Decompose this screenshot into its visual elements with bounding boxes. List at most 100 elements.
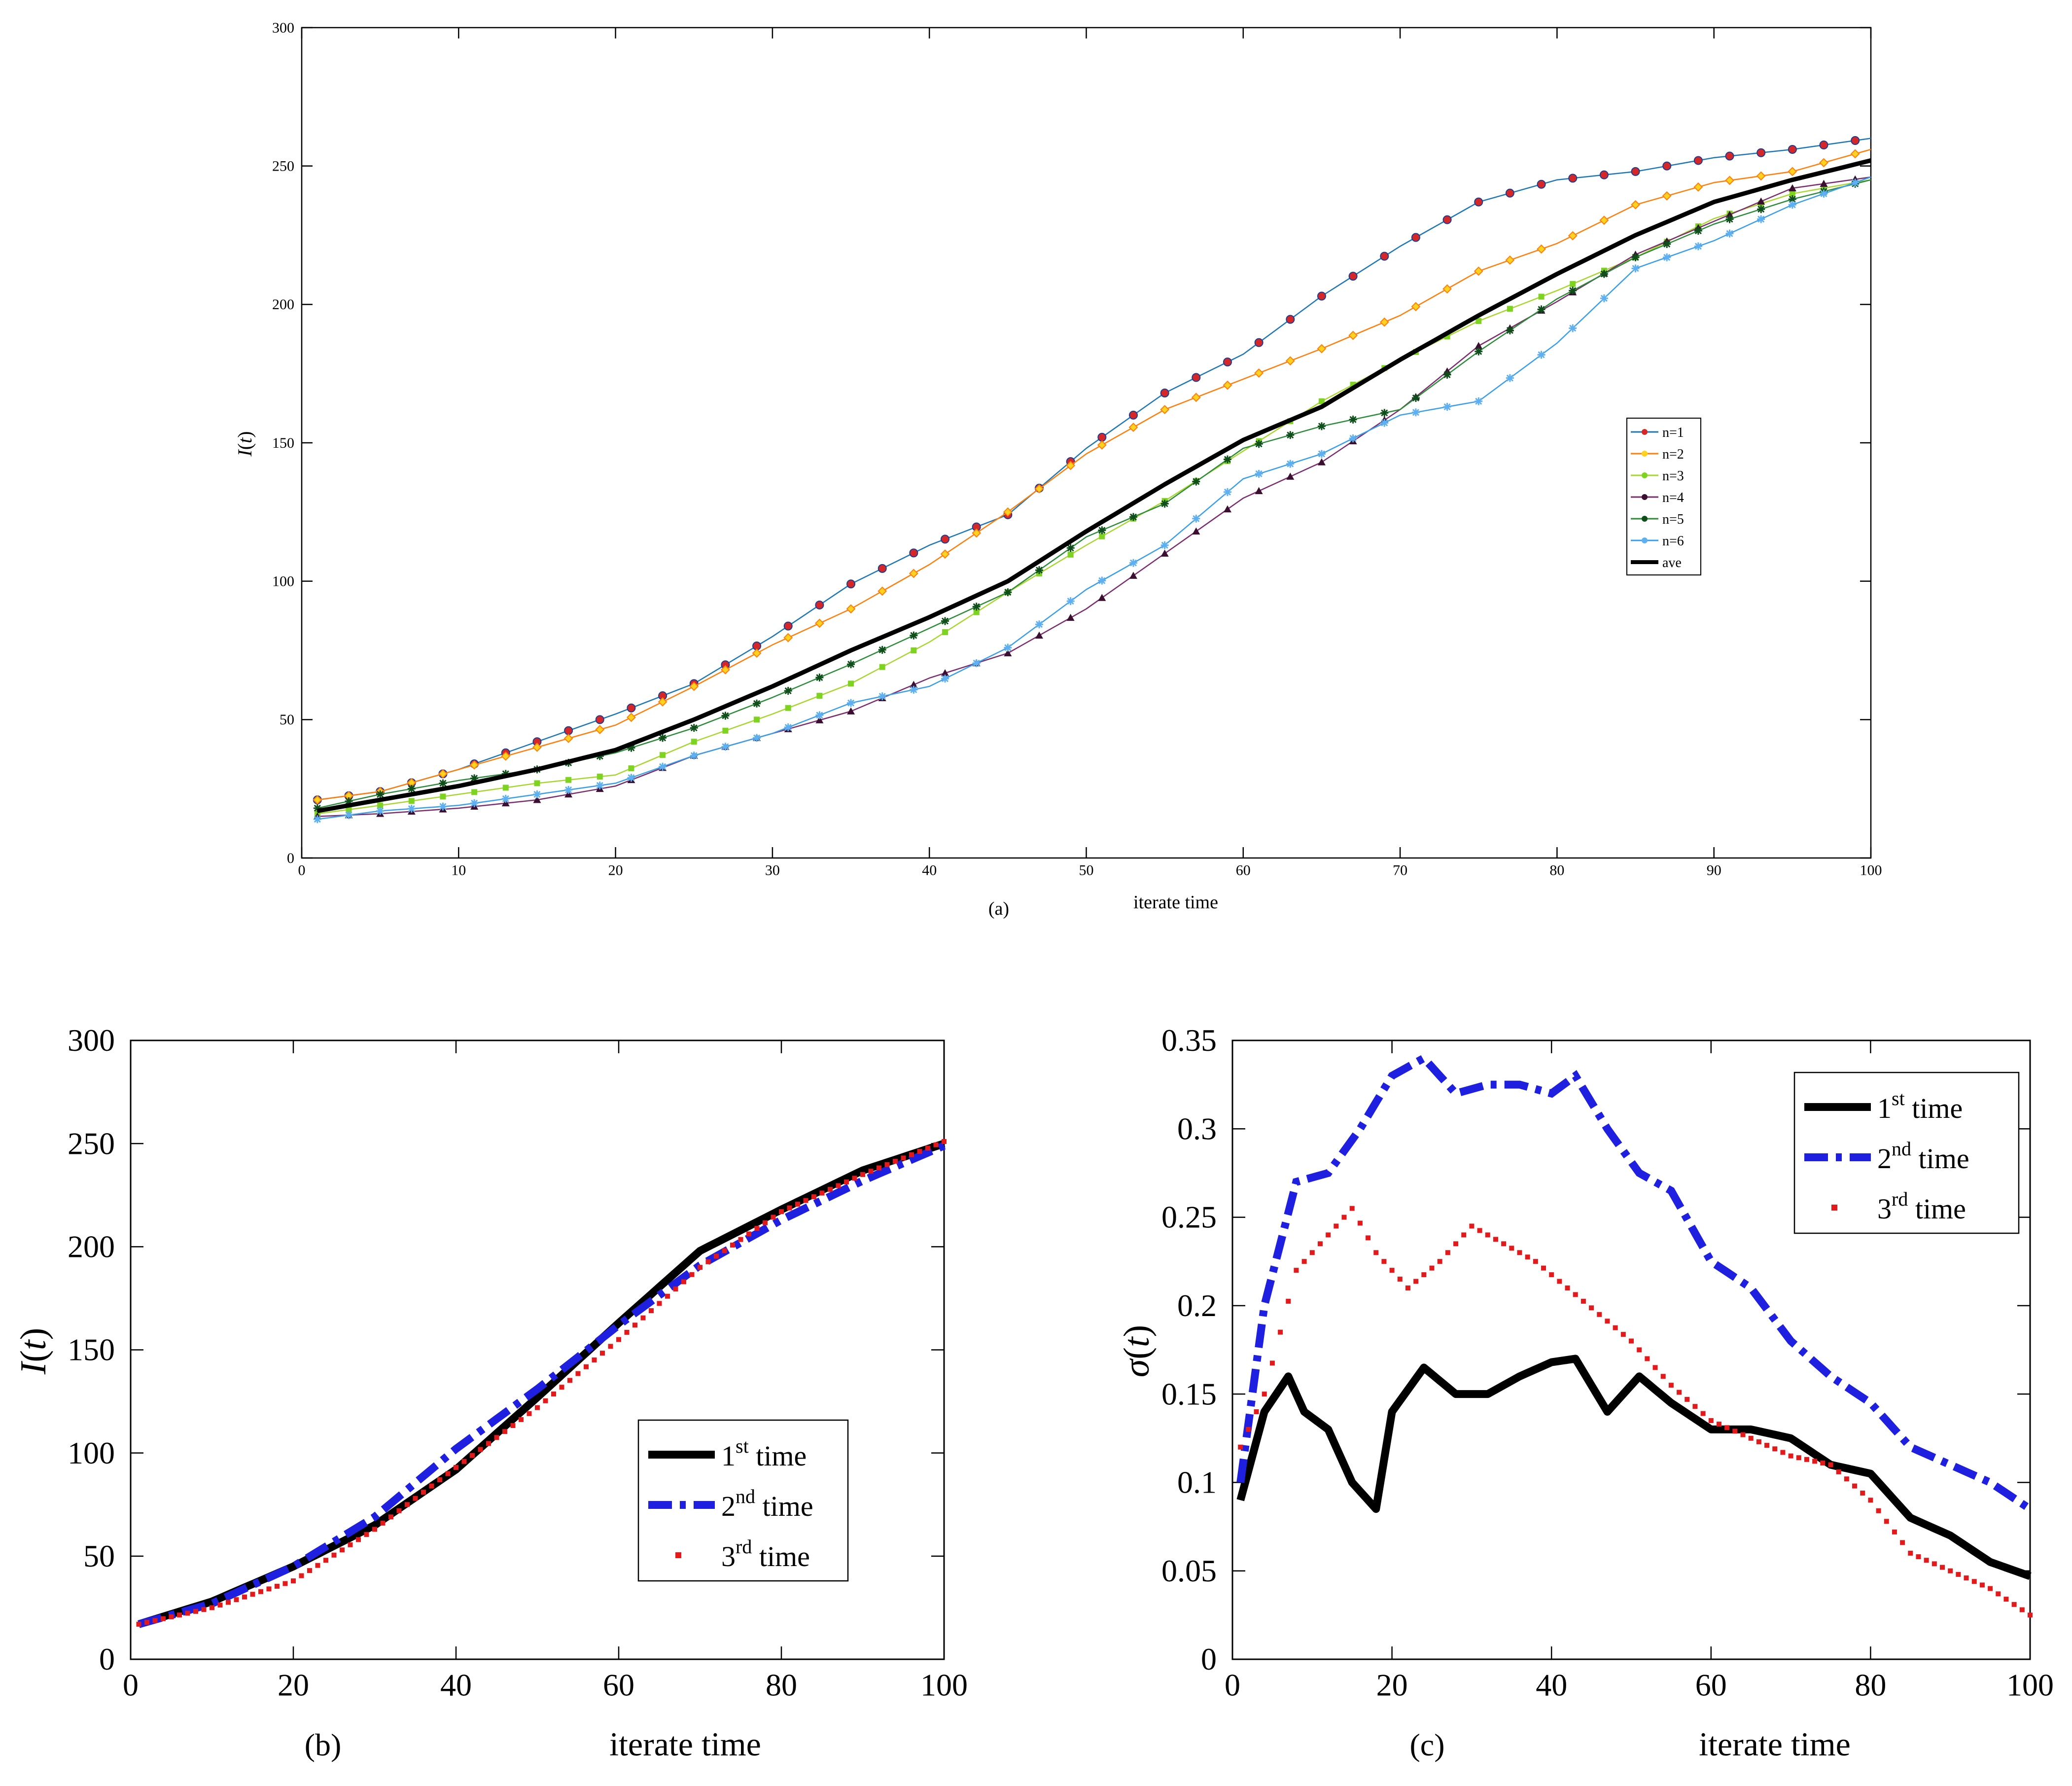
legend: n=1 n=2 n=3 n=4 n=5 n=6 ave — [1626, 418, 1701, 575]
data-point — [1732, 1429, 1738, 1434]
data-point — [754, 1226, 760, 1231]
data-point — [226, 1600, 231, 1605]
data-point — [878, 564, 887, 573]
data-point — [1442, 284, 1452, 294]
y-tick-label: 250 — [68, 1126, 115, 1161]
data-point — [1693, 156, 1703, 165]
data-point — [1285, 356, 1295, 366]
data-point — [846, 579, 856, 589]
data-point — [2019, 1607, 2025, 1612]
data-point — [1034, 484, 1044, 494]
data-point — [681, 1279, 686, 1285]
data-point — [1223, 488, 1231, 496]
data-point — [659, 762, 667, 771]
data-point — [1192, 527, 1200, 535]
data-point — [1294, 1268, 1299, 1273]
data-point — [1694, 242, 1702, 250]
data-point — [1341, 1214, 1347, 1220]
data-point — [1286, 460, 1295, 468]
data-point — [1549, 1272, 1554, 1278]
data-point — [469, 760, 479, 770]
data-point — [1128, 410, 1138, 420]
data-point — [1475, 347, 1483, 356]
data-point — [1098, 594, 1106, 601]
data-point — [1192, 477, 1200, 486]
data-point — [1812, 1459, 1818, 1464]
data-point — [941, 617, 949, 625]
data-point — [909, 569, 918, 578]
y-tick-label: 50 — [83, 1538, 115, 1573]
data-point — [584, 1364, 589, 1369]
data-point — [1757, 215, 1765, 223]
data-point — [377, 802, 384, 809]
x-tick-label: 90 — [1707, 862, 1721, 879]
data-point — [884, 1162, 890, 1167]
chart-panel-b: 0 20 40 60 80 100 0 50 100 150 200 250 300 iterate ti… — [13, 1023, 968, 1763]
data-point — [1255, 440, 1263, 448]
data-point — [1437, 1259, 1442, 1264]
data-point — [690, 724, 698, 732]
data-point — [972, 528, 982, 538]
series-line — [317, 148, 1871, 801]
panel-a-caption: (a) — [988, 898, 1009, 919]
legend-marker — [1642, 429, 1648, 435]
data-point — [440, 793, 446, 800]
data-point — [1662, 161, 1672, 171]
data-point — [1286, 431, 1295, 439]
data-point — [1485, 1232, 1490, 1238]
data-point — [470, 799, 479, 807]
data-point — [282, 1581, 288, 1586]
data-point — [1348, 330, 1358, 340]
data-point — [795, 1202, 800, 1207]
data-point — [1413, 1279, 1419, 1284]
data-point — [722, 1248, 727, 1253]
data-point — [878, 692, 886, 701]
data-point — [527, 1411, 532, 1416]
data-point — [811, 1194, 816, 1200]
data-point — [1160, 549, 1169, 557]
y-tick-label: 0.05 — [1161, 1553, 1217, 1588]
data-point — [535, 1405, 540, 1410]
data-point — [972, 603, 981, 611]
data-point — [396, 1508, 402, 1513]
data-point — [551, 1392, 556, 1397]
y-tick-label: 300 — [68, 1023, 115, 1058]
x-tick-label: 50 — [1079, 862, 1094, 879]
data-point — [628, 765, 634, 772]
data-point — [1568, 174, 1578, 183]
data-point — [478, 1447, 483, 1452]
data-point — [1326, 1232, 1331, 1238]
data-point — [868, 1169, 874, 1174]
data-point — [608, 1344, 613, 1349]
data-point — [1725, 176, 1734, 185]
data-point — [1442, 215, 1452, 224]
panel-c-caption: (c) — [1409, 1727, 1444, 1762]
data-point — [847, 660, 855, 669]
data-point — [1725, 229, 1734, 238]
data-point — [413, 1496, 418, 1501]
legend-label: 1st time — [1877, 1087, 1963, 1124]
data-point — [380, 1520, 386, 1526]
series-n-2 — [313, 148, 1871, 805]
data-point — [1748, 1435, 1754, 1441]
series-line — [317, 138, 1871, 801]
data-point — [1694, 227, 1702, 235]
data-point — [1924, 1558, 1929, 1563]
data-point — [933, 1142, 939, 1147]
data-point — [640, 1315, 646, 1321]
data-point — [1756, 171, 1766, 181]
data-point — [1405, 1286, 1410, 1290]
data-point — [388, 1514, 393, 1520]
data-point — [689, 1272, 695, 1277]
x-tick-label: 60 — [1236, 862, 1251, 879]
legend-label: 3rd time — [1877, 1188, 1966, 1225]
chart-panel-c: 0 20 40 60 80 100 0 0.05 0.1 0.15 0.2 0.25 0.3 0.35 it… — [1117, 1023, 2054, 1763]
data-point — [784, 723, 792, 732]
data-point — [785, 705, 791, 711]
data-point — [877, 1165, 881, 1171]
data-point — [909, 1152, 914, 1157]
data-point — [1964, 1575, 1969, 1581]
x-tick-label: 30 — [765, 862, 780, 879]
data-point — [1788, 167, 1797, 177]
data-point — [1820, 1460, 1826, 1465]
